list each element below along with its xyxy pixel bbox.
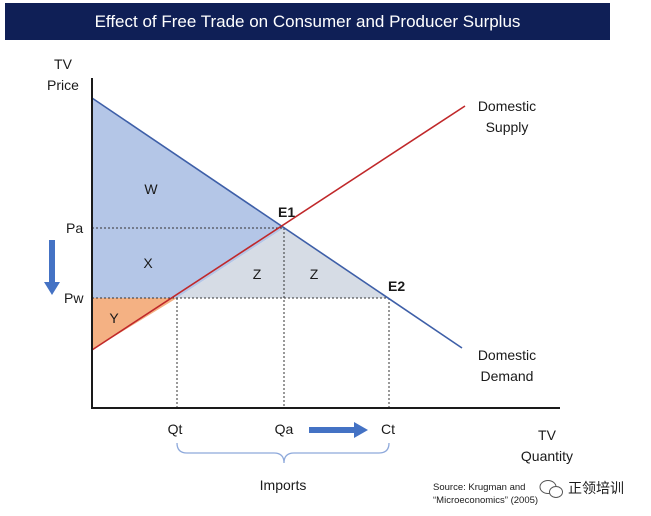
price-tick-pa: Pa [66, 220, 83, 236]
area-w-label: W [144, 181, 158, 197]
x-axis-label-line2: Quantity [521, 448, 573, 464]
price-tick-pw: Pw [64, 290, 84, 306]
quantity-tick-qt: Qt [168, 421, 183, 437]
area-y-label: Y [109, 310, 119, 326]
source-line1: Source: Krugman and [433, 482, 525, 493]
watermark-text: 正领培训 [568, 481, 624, 497]
area-x-label: X [143, 255, 153, 271]
demand-label-line2: Demand [481, 368, 534, 384]
imports-brace [176, 442, 390, 464]
demand-curve [91, 97, 463, 349]
point-e1-label: E1 [278, 204, 295, 220]
area-z-region [177, 228, 389, 298]
watermark: 正领培训 [539, 480, 624, 498]
imports-label: Imports [260, 477, 307, 493]
area-z1-label: Z [253, 266, 262, 282]
quantity-tick-ct: Ct [381, 421, 395, 437]
supply-curve [91, 105, 466, 351]
wechat-icon [539, 480, 563, 498]
x-axis-label-line1: TV [538, 427, 557, 443]
guide-lines [92, 227, 390, 408]
supply-label-line1: Domestic [478, 98, 536, 114]
chart-title: Effect of Free Trade on Consumer and Pro… [5, 3, 610, 40]
source-line2: “Microeconomics” (2005) [433, 495, 538, 506]
area-x-region [92, 228, 284, 298]
quantity-right-arrow [309, 422, 368, 438]
price-down-arrow [44, 240, 60, 295]
y-axis-label-line1: TV [54, 56, 73, 72]
demand-label-line1: Domestic [478, 347, 536, 363]
supply-label-line2: Supply [486, 119, 529, 135]
area-z2-label: Z [310, 266, 319, 282]
quantity-tick-qa: Qa [275, 421, 294, 437]
point-e2-label: E2 [388, 278, 405, 294]
y-axis-label-line2: Price [47, 77, 79, 93]
